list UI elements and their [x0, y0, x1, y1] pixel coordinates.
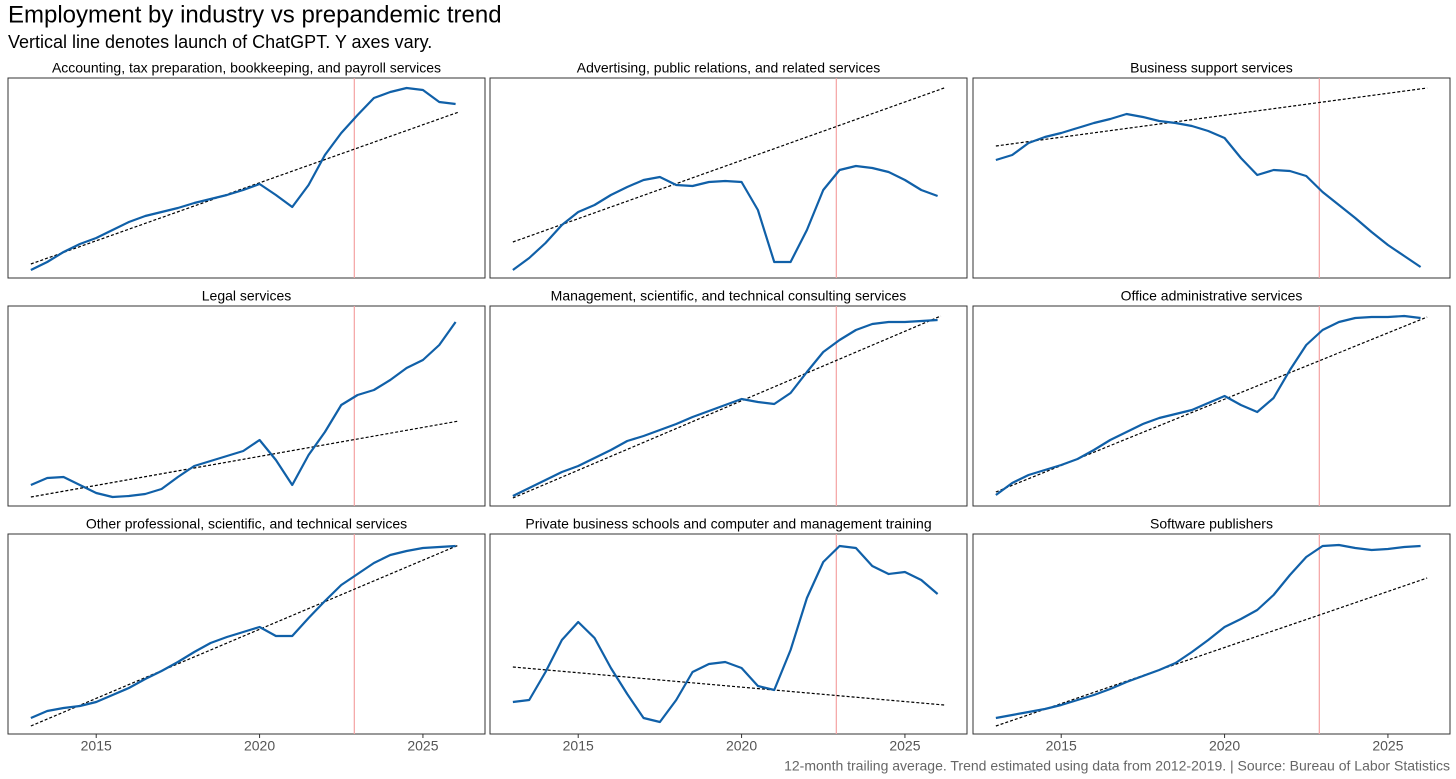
panel-title: Advertising, public relations, and relat…	[577, 60, 881, 76]
chart-title: Employment by industry vs prepandemic tr…	[8, 1, 502, 28]
x-tick-label: 2025	[407, 738, 438, 754]
panel-title: Management, scientific, and technical co…	[551, 288, 907, 304]
panel-frame	[489, 305, 968, 507]
trend-line	[995, 87, 1428, 147]
panel-title: Other professional, scientific, and tech…	[86, 516, 407, 532]
panel-title: Accounting, tax preparation, bookkeeping…	[52, 60, 441, 76]
employment-line	[512, 318, 938, 497]
x-tick-label: 2015	[81, 738, 112, 754]
employment-line	[30, 86, 456, 271]
trend-line	[30, 111, 460, 265]
panel-title: Private business schools and computer an…	[525, 516, 931, 532]
trend-line	[30, 544, 460, 727]
employment-line	[512, 164, 938, 271]
employment-line	[512, 544, 939, 724]
chart-subtitle: Vertical line denotes launch of ChatGPT.…	[8, 32, 432, 52]
trend-line	[30, 420, 459, 498]
panel-frame	[7, 305, 486, 507]
x-tick-label: 2025	[889, 738, 920, 754]
caption: 12-month trailing average. Trend estimat…	[784, 758, 1450, 774]
panel-title: Software publishers	[1150, 516, 1273, 532]
employment-line	[995, 314, 1421, 496]
trend-line	[512, 315, 942, 499]
x-tick-label: 2025	[1372, 738, 1403, 754]
panel-frame	[7, 77, 486, 279]
panel-frame	[7, 533, 486, 735]
x-tick-label: 2015	[563, 738, 594, 754]
x-tick-label: 2015	[1046, 738, 1077, 754]
panel-frame	[972, 305, 1451, 507]
panel-title: Office administrative services	[1121, 288, 1303, 304]
employment-line	[995, 112, 1422, 268]
trend-line	[512, 666, 945, 706]
panel-title: Business support services	[1130, 60, 1293, 76]
employment-line	[30, 321, 457, 499]
x-tick-label: 2020	[1209, 738, 1240, 754]
panel-title: Legal services	[202, 288, 292, 304]
panel-frame	[972, 533, 1451, 735]
x-tick-label: 2020	[726, 738, 757, 754]
trend-line	[995, 577, 1428, 727]
panel-frame	[972, 77, 1451, 279]
panel-frame	[489, 77, 968, 279]
x-tick-label: 2020	[244, 738, 275, 754]
panel-frame	[489, 533, 968, 735]
employment-line	[30, 544, 456, 720]
trend-line	[512, 87, 945, 243]
employment-line	[995, 543, 1421, 720]
